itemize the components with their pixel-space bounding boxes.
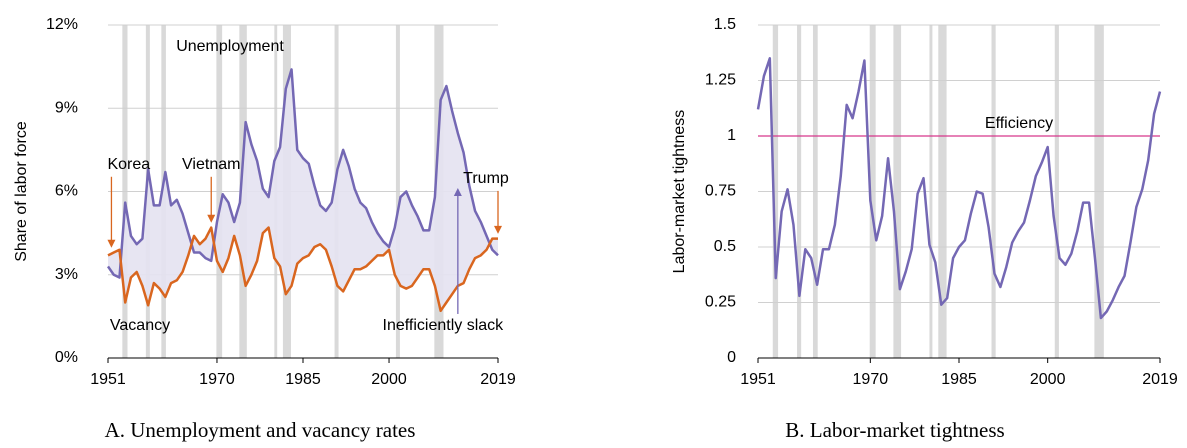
reference-label: Efficiency bbox=[985, 115, 1053, 132]
y-tick-label: 3% bbox=[55, 266, 78, 283]
annotation: Inefficiently slack bbox=[383, 317, 505, 334]
x-tick-label: 1970 bbox=[199, 371, 235, 388]
x-tick-label: 1970 bbox=[853, 371, 889, 388]
arrow-head bbox=[494, 225, 502, 234]
y-tick-label: 0.75 bbox=[705, 183, 736, 200]
y-tick-label: 12% bbox=[46, 16, 78, 33]
y-tick-label: 1.5 bbox=[714, 16, 736, 33]
y-tick-label: 0% bbox=[55, 349, 78, 366]
y-tick-label: 0 bbox=[727, 349, 736, 366]
x-tick-label: 1985 bbox=[941, 371, 977, 388]
series-line bbox=[107, 226, 498, 313]
arrow-head bbox=[107, 239, 116, 248]
series-label: Unemployment bbox=[176, 38, 284, 55]
series-line bbox=[106, 68, 499, 279]
y-axis-title: Share of labor force bbox=[13, 121, 30, 262]
annotation: Trump bbox=[463, 170, 509, 187]
x-tick-label: 2000 bbox=[371, 371, 407, 388]
y-tick-label: 1.25 bbox=[705, 72, 736, 89]
x-tick-label: 2000 bbox=[1030, 371, 1066, 388]
y-tick-label: 1 bbox=[727, 127, 736, 144]
y-axis-title: Labor-market tightness bbox=[671, 110, 688, 274]
y-tick-label: 0.25 bbox=[705, 294, 736, 311]
x-tick-label: 1985 bbox=[285, 371, 321, 388]
x-tick-label: 2019 bbox=[1142, 371, 1178, 388]
y-tick-label: 0.5 bbox=[714, 238, 736, 255]
arrow-head bbox=[207, 214, 216, 223]
caption: A. Unemployment and vacancy rates bbox=[105, 418, 416, 442]
y-tick-label: 6% bbox=[55, 183, 78, 200]
caption: B. Labor-market tightness bbox=[785, 418, 1004, 442]
arrow-head bbox=[453, 187, 462, 196]
x-tick-label: 1951 bbox=[90, 371, 126, 388]
gap-area bbox=[108, 69, 498, 311]
x-tick-label: 2019 bbox=[480, 371, 516, 388]
annotation: Vietnam bbox=[182, 156, 240, 173]
series-line bbox=[756, 57, 1162, 320]
annotation: Korea bbox=[107, 156, 150, 173]
y-tick-label: 9% bbox=[55, 99, 78, 116]
series-label: Vacancy bbox=[110, 317, 170, 334]
x-tick-label: 1951 bbox=[740, 371, 776, 388]
